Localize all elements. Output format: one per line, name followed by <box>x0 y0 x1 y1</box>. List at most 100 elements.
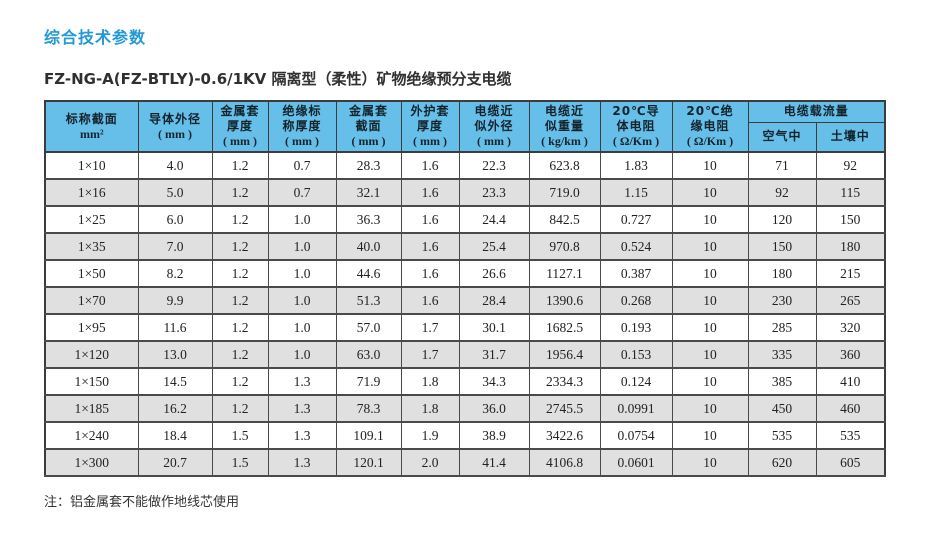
table-cell: 32.1 <box>335 178 402 207</box>
table-cell: 0.0991 <box>599 394 673 423</box>
table-cell: 410 <box>815 367 886 396</box>
table-cell: 1.2 <box>211 313 269 342</box>
table-cell: 623.8 <box>528 151 601 180</box>
header-row-main: 标称截面 mm² 导体外径( mm ) 金属套 厚度( mm ) 绝缘标 称厚度( mm )… <box>44 100 886 153</box>
table-cell: 120 <box>747 205 817 234</box>
table-row: 1×300 20.7 1.5 1.3 120.1 2.0 41.4 4106.8 0.0601 1… <box>44 448 886 477</box>
table-cell: 24.4 <box>458 205 530 234</box>
table-cell: 1.6 <box>400 286 460 315</box>
table-cell: 1×16 <box>44 178 139 207</box>
table-cell: 150 <box>815 205 886 234</box>
table-cell: 10 <box>671 259 749 288</box>
table-cell: 30.1 <box>458 313 530 342</box>
table-cell: 36.3 <box>335 205 402 234</box>
table-cell: 14.5 <box>137 367 213 396</box>
table-cell: 335 <box>747 340 817 369</box>
table-cell: 620 <box>747 448 817 477</box>
table-cell: 5.0 <box>137 178 213 207</box>
table-cell: 31.7 <box>458 340 530 369</box>
table-row: 1×25 6.0 1.2 1.0 36.3 1.6 24.4 842.5 0.727 10 120 1… <box>44 205 886 234</box>
table-cell: 360 <box>815 340 886 369</box>
table-cell: 2334.3 <box>528 367 601 396</box>
table-cell: 4.0 <box>137 151 213 180</box>
table-cell: 1.2 <box>211 178 269 207</box>
table-cell: 1.6 <box>400 259 460 288</box>
table-cell: 0.0754 <box>599 421 673 450</box>
table-cell: 10 <box>671 421 749 450</box>
table-cell: 1.2 <box>211 286 269 315</box>
table-cell: 460 <box>815 394 886 423</box>
table-cell: 0.124 <box>599 367 673 396</box>
table-cell: 1.2 <box>211 340 269 369</box>
spec-table: 标称截面 mm² 导体外径( mm ) 金属套 厚度( mm ) 绝缘标 称厚度( mm )… <box>44 100 887 477</box>
table-cell: 120.1 <box>335 448 402 477</box>
table-row: 1×16 5.0 1.2 0.7 32.1 1.6 23.3 719.0 1.15 10 92 115 <box>44 178 886 207</box>
table-cell: 16.2 <box>137 394 213 423</box>
table-cell: 10 <box>671 448 749 477</box>
table-row: 1×35 7.0 1.2 1.0 40.0 1.6 25.4 970.8 0.524 10 150 1… <box>44 232 886 261</box>
table-cell: 1.2 <box>211 259 269 288</box>
table-cell: 0.193 <box>599 313 673 342</box>
table-cell: 1127.1 <box>528 259 601 288</box>
table-cell: 1.0 <box>267 313 337 342</box>
table-cell: 4106.8 <box>528 448 601 477</box>
table-cell: 535 <box>747 421 817 450</box>
table-cell: 0.153 <box>599 340 673 369</box>
table-cell: 1×95 <box>44 313 139 342</box>
table-row: 1×95 11.6 1.2 1.0 57.0 1.7 30.1 1682.5 0.193 10 28… <box>44 313 886 342</box>
table-cell: 92 <box>747 178 817 207</box>
table-row: 1×10 4.0 1.2 0.7 28.3 1.6 22.3 623.8 1.83 10 71 92 <box>44 151 886 180</box>
page-title: 综合技术参数 <box>44 28 147 47</box>
table-cell: 41.4 <box>458 448 530 477</box>
table-cell: 970.8 <box>528 232 601 261</box>
table-cell: 51.3 <box>335 286 402 315</box>
table-cell: 44.6 <box>335 259 402 288</box>
table-cell: 13.0 <box>137 340 213 369</box>
table-cell: 2.0 <box>400 448 460 477</box>
table-row: 1×120 13.0 1.2 1.0 63.0 1.7 31.7 1956.4 0.153 10 3… <box>44 340 886 369</box>
table-cell: 385 <box>747 367 817 396</box>
table-cell: 842.5 <box>528 205 601 234</box>
table-cell: 10 <box>671 340 749 369</box>
column-header-8: 20℃导 体电阻( Ω/Km ) <box>599 100 673 153</box>
column-header-ampacity-group: 电缆载流量 <box>747 100 886 123</box>
column-header-9: 20℃绝 缘电阻( Ω/Km ) <box>671 100 749 153</box>
table-cell: 28.4 <box>458 286 530 315</box>
table-cell: 11.6 <box>137 313 213 342</box>
column-header-4: 金属套 截面( mm ) <box>335 100 402 153</box>
table-cell: 10 <box>671 151 749 180</box>
table-cell: 1.2 <box>211 151 269 180</box>
table-cell: 6.0 <box>137 205 213 234</box>
table-cell: 230 <box>747 286 817 315</box>
table-cell: 719.0 <box>528 178 601 207</box>
table-cell: 63.0 <box>335 340 402 369</box>
table-cell: 320 <box>815 313 886 342</box>
table-cell: 109.1 <box>335 421 402 450</box>
table-cell: 34.3 <box>458 367 530 396</box>
table-cell: 0.7 <box>267 151 337 180</box>
table-cell: 2745.5 <box>528 394 601 423</box>
table-cell: 180 <box>815 232 886 261</box>
table-cell: 25.4 <box>458 232 530 261</box>
table-cell: 1×240 <box>44 421 139 450</box>
datasheet-page: 综合技术参数 FZ-NG-A(FZ-BTLY)-0.6/1KV 隔离型（柔性）矿… <box>44 28 887 510</box>
table-cell: 535 <box>815 421 886 450</box>
table-cell: 9.9 <box>137 286 213 315</box>
table-cell: 265 <box>815 286 886 315</box>
table-cell: 605 <box>815 448 886 477</box>
table-cell: 0.0601 <box>599 448 673 477</box>
column-header-6: 电缆近 似外径( mm ) <box>458 100 530 153</box>
table-cell: 1×70 <box>44 286 139 315</box>
table-cell: 10 <box>671 205 749 234</box>
column-header-3: 绝缘标 称厚度( mm ) <box>267 100 337 153</box>
column-header-ampacity-sub-1: 土壤中 <box>815 121 886 153</box>
table-cell: 450 <box>747 394 817 423</box>
table-cell: 1.2 <box>211 394 269 423</box>
table-cell: 1.5 <box>211 448 269 477</box>
table-header: 标称截面 mm² 导体外径( mm ) 金属套 厚度( mm ) 绝缘标 称厚度( mm )… <box>44 100 886 153</box>
table-cell: 8.2 <box>137 259 213 288</box>
table-cell: 10 <box>671 367 749 396</box>
table-cell: 26.6 <box>458 259 530 288</box>
column-header-2: 金属套 厚度( mm ) <box>211 100 269 153</box>
table-cell: 1.0 <box>267 205 337 234</box>
